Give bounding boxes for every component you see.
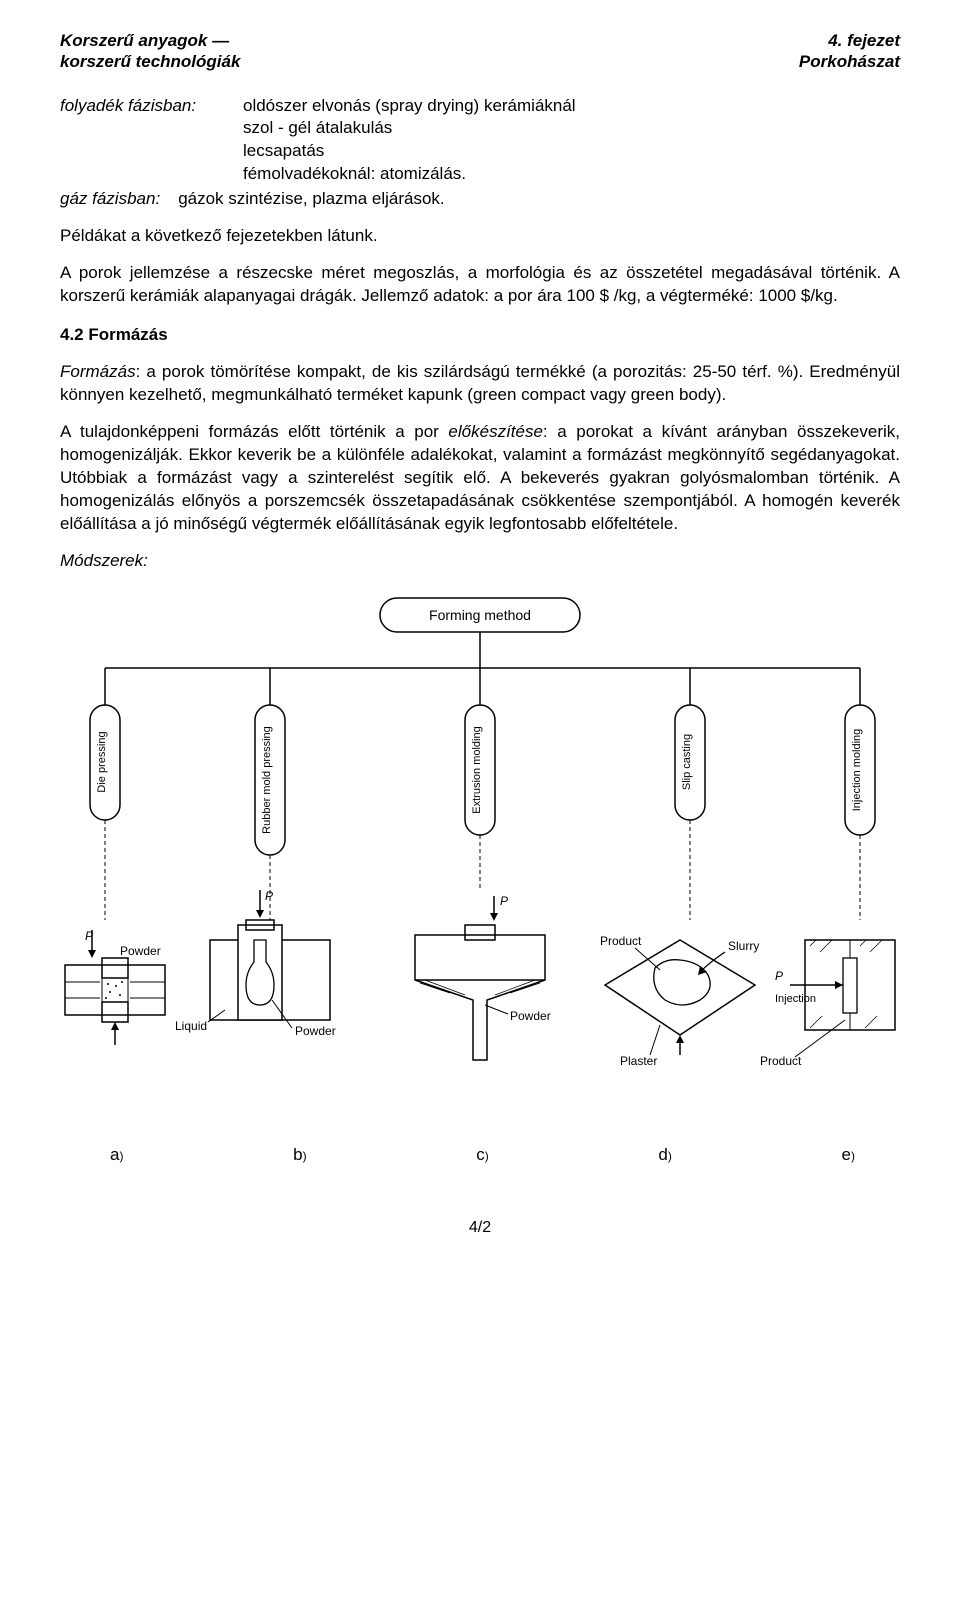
sketch-injection: P Injection Product (760, 940, 895, 1068)
branch-die-pressing: Die pressing (90, 705, 120, 820)
svg-text:Extrusion molding: Extrusion molding (471, 727, 483, 814)
para-preparation: A tulajdonképpeni formázás előtt történi… (60, 421, 900, 536)
svg-text:Powder: Powder (120, 944, 161, 958)
para4a: A tulajdonképpeni formázás előtt történi… (60, 422, 448, 441)
header-right-line1: 4. fejezet (799, 30, 900, 51)
para-examples: Példákat a következő fejezetekben látunk… (60, 225, 900, 248)
header-left-line1: Korszerű anyagok — (60, 30, 240, 51)
label-c: c) (476, 1144, 489, 1167)
def1-line1: oldószer elvonás (spray drying) kerámiák… (243, 95, 900, 118)
branch-injection: Injection molding (845, 705, 875, 835)
label-d: d) (658, 1144, 671, 1167)
svg-text:Injection: Injection (775, 993, 816, 1005)
def-gas-phase: gáz fázisban: gázok szintézise, plazma e… (60, 188, 900, 211)
svg-text:Powder: Powder (510, 1009, 551, 1023)
para-characterization: A porok jellemzése a részecske méret meg… (60, 262, 900, 308)
sketch-extrusion: P Powder (415, 894, 551, 1060)
section-title: 4.2 Formázás (60, 324, 900, 347)
def1-line4: fémolvadékoknál: atomizálás. (243, 163, 900, 186)
page-header: Korszerű anyagok — korszerű technológiák… (60, 30, 900, 73)
svg-text:P: P (500, 894, 508, 908)
para-formazas: Formázás: a porok tömörítése kompakt, de… (60, 361, 900, 407)
svg-text:Plaster: Plaster (620, 1054, 657, 1068)
branch-extrusion: Extrusion molding (465, 705, 495, 835)
def-label-liquid: folyadék fázisban: (60, 95, 225, 187)
sketch-die-pressing: P Powder (65, 929, 165, 1045)
label-a: a) (110, 1144, 123, 1167)
sketch-rubber-mold: P Liquid Powder (175, 889, 336, 1038)
branch-slip-casting: Slip casting (675, 705, 705, 820)
diagram-svg: Forming method Die pressing Rubber mold … (60, 590, 900, 1130)
sketch-slip-casting: Product Slurry Plaster (600, 934, 759, 1068)
forming-method-diagram: Forming method Die pressing Rubber mold … (60, 590, 900, 1130)
svg-text:Rubber mold pressing: Rubber mold pressing (261, 727, 273, 835)
header-right-line2: Porkohászat (799, 51, 900, 72)
svg-text:P: P (775, 969, 783, 983)
para4b: előkészítése (448, 422, 543, 441)
def-body-liquid: oldószer elvonás (spray drying) kerámiák… (243, 95, 900, 187)
def-body-gas: gázok szintézise, plazma eljárások. (178, 188, 444, 211)
svg-text:Die pressing: Die pressing (96, 732, 108, 793)
header-left: Korszerű anyagok — korszerű technológiák (60, 30, 240, 73)
page-number: 4/2 (60, 1217, 900, 1239)
diagram-sublabels: a) b) c) d) e) (60, 1144, 900, 1167)
label-b: b) (293, 1144, 306, 1167)
svg-text:Powder: Powder (295, 1024, 336, 1038)
methods-label: Módszerek: (60, 550, 900, 573)
diagram-top-label: Forming method (429, 607, 531, 623)
header-left-line2: korszerű technológiák (60, 51, 240, 72)
header-right: 4. fejezet Porkohászat (799, 30, 900, 73)
label-e: e) (842, 1144, 855, 1167)
branch-rubber-mold: Rubber mold pressing (255, 705, 285, 855)
content: folyadék fázisban: oldószer elvonás (spr… (60, 95, 900, 1239)
def1-line2: szol - gél átalakulás (243, 117, 900, 140)
def1-line3: lecsapatás (243, 140, 900, 163)
svg-text:Slip casting: Slip casting (681, 734, 693, 790)
svg-text:Injection molding: Injection molding (851, 729, 863, 812)
svg-text:Product: Product (600, 934, 642, 948)
def-label-gas: gáz fázisban: (60, 188, 160, 211)
def-liquid-phase: folyadék fázisban: oldószer elvonás (spr… (60, 95, 900, 187)
svg-text:P: P (265, 889, 273, 903)
para3-italic: Formázás (60, 362, 136, 381)
svg-text:Liquid: Liquid (175, 1019, 207, 1033)
svg-text:Slurry: Slurry (728, 939, 759, 953)
para3-rest: : a porok tömörítése kompakt, de kis szi… (60, 362, 900, 404)
